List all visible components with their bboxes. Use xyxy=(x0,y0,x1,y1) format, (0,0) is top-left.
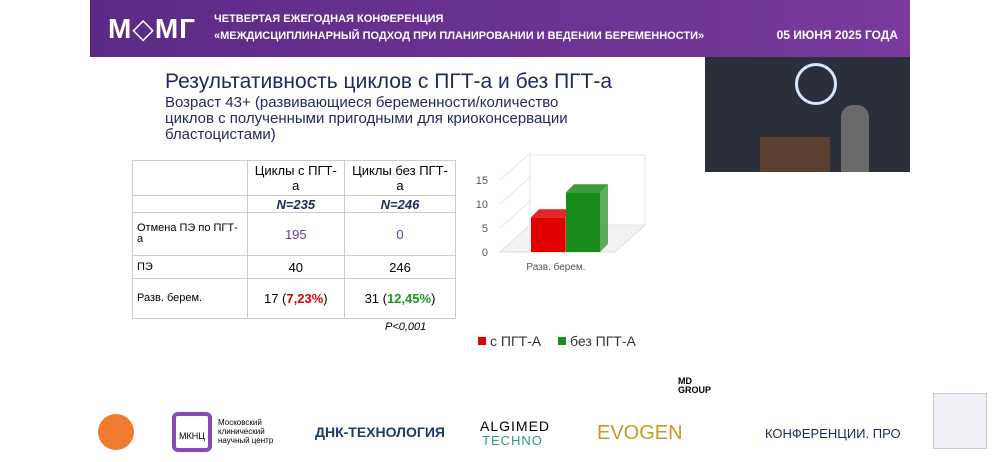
header-line: ЧЕТВЕРТАЯ ЕЖЕГОДНАЯ КОНФЕРЕНЦИЯ xyxy=(214,13,444,25)
logo-text: Московский клинический научный центр xyxy=(218,418,274,445)
bar-side xyxy=(600,184,608,252)
speaker xyxy=(841,105,869,172)
n: N=235 xyxy=(246,195,346,213)
header-line: «МЕЖДИСЦИПЛИНАРНЫЙ ПОДХОД ПРИ ПЛАНИРОВАН… xyxy=(214,30,705,42)
y-tick-label: 10 xyxy=(476,199,488,211)
grid-line xyxy=(499,200,531,229)
p-value: P<0,001 xyxy=(385,321,427,333)
grid-line xyxy=(499,176,531,205)
logo-text: MD GROUP xyxy=(678,376,712,395)
logo-text: ALGIMED xyxy=(480,418,551,434)
logo-text: КОНФЕРЕНЦИИ. ПРО xyxy=(765,426,901,441)
bar-top xyxy=(566,184,608,193)
cell: 31 (12,45%) xyxy=(344,278,456,319)
cell: 0 xyxy=(344,212,456,256)
col-header: Циклы без ПГТ-а xyxy=(344,160,456,196)
data-table: Циклы с ПГТ-а Циклы без ПГТ-а N=235 N=246 … xyxy=(132,160,456,319)
cell: 40 xyxy=(246,255,346,279)
slide-title: Результативность циклов с ПГТ-а и без ПГ… xyxy=(165,70,613,93)
cell: 17 (7,23%) xyxy=(246,278,346,319)
header: М◇МГ ЧЕТВЕРТАЯ ЕЖЕГОДНАЯ КОНФЕРЕНЦИЯ «МЕ… xyxy=(90,0,910,57)
suffix: ) xyxy=(431,291,436,306)
prefix: 31 ( xyxy=(364,291,387,306)
grid-line xyxy=(499,224,531,253)
slide-subtitle: Возраст 43+ (развивающиеся беременности/… xyxy=(165,94,568,143)
col-header: Циклы с ПГТ-а xyxy=(246,160,346,196)
logo-icon xyxy=(98,414,134,450)
prefix: 17 ( xyxy=(263,291,287,306)
row-label: Отмена ПЭ по ПГТ-а xyxy=(132,212,248,256)
logo: МКНЦ xyxy=(172,412,212,452)
legend-swatch xyxy=(558,337,566,345)
pct: 7,23% xyxy=(286,291,324,306)
pct: 12,45% xyxy=(386,291,432,306)
y-tick-label: 0 xyxy=(482,247,488,259)
row-label: Разв. берем. xyxy=(132,278,248,319)
logo-text: ДНК-ТЕХНОЛОГИЯ xyxy=(315,424,445,440)
legend-label: с ПГТ-А xyxy=(490,333,542,349)
podium xyxy=(760,137,830,172)
logo: М◇МГ xyxy=(108,13,197,44)
legend-label: без ПГТ-А xyxy=(570,333,637,349)
suffix: ) xyxy=(323,291,328,306)
y-tick-label: 15 xyxy=(476,175,488,187)
x-tick-label: Разв. берем. xyxy=(526,261,585,273)
cell: 246 xyxy=(344,255,456,279)
logo-text: EVOGEN xyxy=(597,422,683,444)
legend-swatch xyxy=(478,337,486,345)
cell: 195 xyxy=(246,212,346,256)
logo-text: TECHNO xyxy=(482,433,543,448)
bar xyxy=(531,217,565,252)
bar xyxy=(566,192,600,252)
grid-line xyxy=(499,152,531,181)
bar-top xyxy=(531,209,573,218)
date: 05 ИЮНЯ 2025 ГОДА xyxy=(776,28,898,42)
video-feed xyxy=(705,57,910,172)
corner-logo xyxy=(933,393,987,449)
y-tick-label: 5 xyxy=(482,223,488,235)
logo-icon xyxy=(795,63,837,105)
